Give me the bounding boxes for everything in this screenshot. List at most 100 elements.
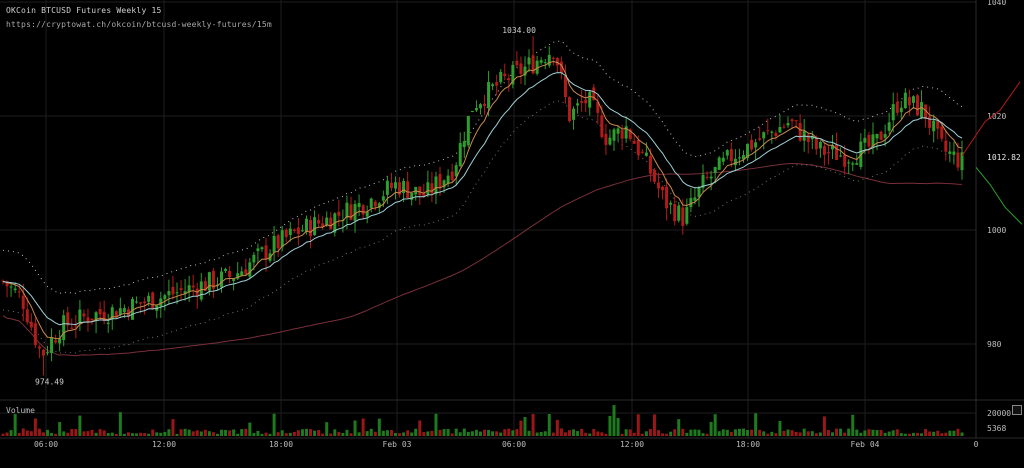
candle-up xyxy=(288,228,292,235)
volume-bar xyxy=(179,429,183,436)
volume-bar xyxy=(903,433,907,436)
candle-down xyxy=(211,270,215,289)
candle-down xyxy=(430,183,434,194)
y-tick-label: 980 xyxy=(987,340,1002,349)
candle-up xyxy=(260,247,264,250)
volume-bar xyxy=(859,432,863,436)
candle-down xyxy=(515,60,519,66)
candle-down xyxy=(652,170,656,182)
volume-bar xyxy=(774,433,778,436)
volume-bar xyxy=(29,431,33,436)
candle-up xyxy=(770,131,774,133)
x-tick-label: 06:00 xyxy=(502,440,526,449)
projection-down-line xyxy=(975,166,1023,225)
candle-down xyxy=(284,229,288,238)
candle-down xyxy=(139,302,143,304)
volume-bar xyxy=(891,430,895,436)
candle-down xyxy=(418,186,422,196)
candle-down xyxy=(25,309,29,323)
candle-up xyxy=(377,203,381,208)
volume-bar xyxy=(143,433,147,436)
candle-up xyxy=(240,271,244,276)
candle-down xyxy=(928,116,932,128)
candle-down xyxy=(503,73,507,77)
candle-up xyxy=(62,315,66,341)
volume-bar xyxy=(689,429,693,436)
volume-bar xyxy=(547,414,551,436)
x-tick-label: 06:00 xyxy=(34,440,58,449)
low-price-annotation: 974.49 xyxy=(35,377,64,386)
volume-bar xyxy=(151,429,155,436)
volume-settings-icon[interactable] xyxy=(1012,405,1022,415)
volume-bar xyxy=(620,433,624,436)
volume-bar xyxy=(256,430,260,436)
volume-bar xyxy=(385,430,389,436)
volume-bar xyxy=(920,433,924,436)
volume-bar xyxy=(394,432,398,436)
volume-bar xyxy=(167,429,171,436)
lower-band-dotted-line xyxy=(2,100,963,354)
candle-down xyxy=(5,281,9,287)
volume-bar xyxy=(74,429,78,436)
volume-bar xyxy=(46,429,50,436)
candle-down xyxy=(349,204,353,220)
volume-bar xyxy=(616,418,620,436)
volume-bar xyxy=(345,429,349,436)
volume-bar xyxy=(895,429,899,436)
candle-up xyxy=(851,163,855,165)
volume-bar xyxy=(535,432,539,436)
candle-down xyxy=(406,181,410,198)
candle-up xyxy=(357,203,361,208)
chart-title: OKCoin BTCUSD Futures Weekly 15 xyxy=(6,6,162,15)
candle-up xyxy=(810,135,814,140)
candle-down xyxy=(790,119,794,122)
high-price-annotation: 1034.00 xyxy=(502,26,536,35)
volume-bar xyxy=(478,431,482,436)
candle-down xyxy=(879,131,883,141)
volume-bar xyxy=(369,428,373,436)
candle-up xyxy=(78,309,82,323)
volume-bar xyxy=(309,429,313,436)
candle-up xyxy=(689,197,693,208)
candle-up xyxy=(446,175,450,184)
ema-fast-line xyxy=(2,60,963,340)
candle-down xyxy=(620,130,624,139)
volume-bar xyxy=(5,432,9,436)
candle-up xyxy=(50,337,54,354)
candle-up xyxy=(272,235,276,253)
candle-up xyxy=(394,182,398,189)
x-tick-label: Feb 04 xyxy=(851,440,880,449)
candle-down xyxy=(673,204,677,222)
candle-down xyxy=(86,317,90,323)
candle-up xyxy=(624,126,628,139)
volume-bar xyxy=(802,428,806,436)
candle-down xyxy=(151,292,155,310)
candle-up xyxy=(385,180,389,195)
candle-up xyxy=(847,162,851,164)
volume-bar xyxy=(220,429,224,436)
x-tick-label: 12:00 xyxy=(152,440,176,449)
volume-bar xyxy=(236,433,240,436)
volume-bar xyxy=(284,433,288,436)
candle-up xyxy=(118,308,122,315)
volume-bar xyxy=(604,433,608,436)
candle-up xyxy=(539,60,543,63)
chart-source-url[interactable]: https://cryptowat.ch/okcoin/btcusd-weekl… xyxy=(6,20,272,29)
volume-bar xyxy=(118,412,122,436)
candle-down xyxy=(389,182,393,189)
volume-bar xyxy=(636,414,640,436)
candle-down xyxy=(422,193,426,197)
volume-bar xyxy=(357,432,361,436)
candle-up xyxy=(300,230,304,232)
volume-bar xyxy=(224,429,228,436)
volume-bar xyxy=(677,419,681,436)
volume-bar xyxy=(300,429,304,436)
candle-up xyxy=(442,180,446,188)
candle-up xyxy=(410,192,414,200)
candle-down xyxy=(924,104,928,120)
volume-bar xyxy=(725,429,729,436)
candle-up xyxy=(232,279,236,282)
candle-up xyxy=(252,254,256,263)
